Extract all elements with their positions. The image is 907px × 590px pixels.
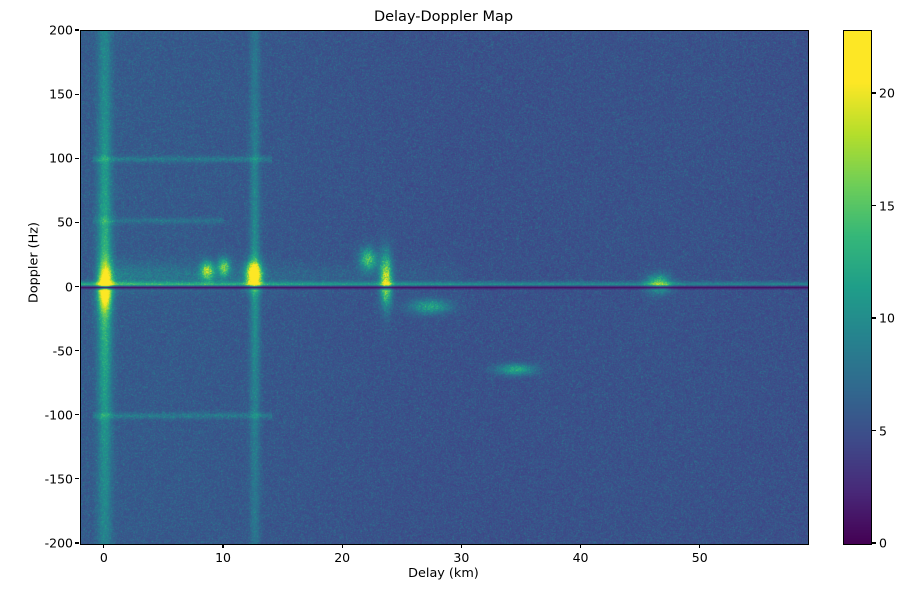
y-tick-mark <box>75 157 79 159</box>
y-tick-mark <box>75 478 79 480</box>
chart-title: Delay-Doppler Map <box>373 9 514 25</box>
colorbar-tick-mark <box>872 317 876 319</box>
y-tick-label: -200 <box>44 535 73 551</box>
x-tick-label: 10 <box>215 550 231 565</box>
y-tick-label: 0 <box>65 279 73 294</box>
heatmap-image <box>81 31 808 544</box>
y-tick-label: -50 <box>52 343 73 359</box>
x-tick-label: 0 <box>99 550 108 565</box>
x-tick-label: 50 <box>691 550 708 565</box>
colorbar-tick-mark <box>872 92 876 94</box>
colorbar-tick-label: 20 <box>879 85 895 101</box>
y-tick-mark <box>75 285 79 288</box>
colorbar-tick-label: 0 <box>879 535 887 551</box>
colorbar-tick-label: 15 <box>879 198 895 213</box>
x-tick-label: 20 <box>334 550 351 565</box>
x-tick-mark <box>341 544 343 548</box>
x-tick-mark <box>699 544 701 548</box>
x-tick-mark <box>222 544 224 548</box>
y-axis-label: Doppler (Hz) <box>26 222 42 304</box>
delay-doppler-heatmap-axes[interactable] <box>80 30 809 545</box>
colorbar-tick-mark <box>872 429 876 432</box>
x-tick-label: 40 <box>572 550 589 565</box>
y-tick-label: 100 <box>49 150 73 166</box>
colorbar[interactable] <box>843 30 872 545</box>
y-tick-mark <box>75 221 79 223</box>
colorbar-tick-label: 10 <box>879 310 895 326</box>
x-tick-mark <box>580 544 582 548</box>
y-tick-mark <box>75 414 79 416</box>
colorbar-tick-mark <box>872 204 876 207</box>
y-tick-label: 50 <box>57 214 73 230</box>
colorbar-tick-mark <box>872 542 876 544</box>
y-tick-label: -150 <box>44 471 73 487</box>
y-tick-mark <box>75 542 79 544</box>
y-tick-mark <box>75 350 79 352</box>
y-tick-label: 200 <box>49 22 73 38</box>
y-tick-mark <box>75 29 79 31</box>
y-tick-mark <box>75 93 79 95</box>
x-tick-label: 30 <box>453 550 470 565</box>
y-tick-label: -100 <box>44 407 73 423</box>
colorbar-tick-label: 5 <box>879 423 887 438</box>
x-tick-mark <box>460 544 462 548</box>
x-tick-mark <box>103 544 105 548</box>
y-tick-label: 150 <box>49 86 73 102</box>
colorbar-gradient <box>844 31 871 544</box>
x-axis-label: Delay (km) <box>408 566 479 581</box>
